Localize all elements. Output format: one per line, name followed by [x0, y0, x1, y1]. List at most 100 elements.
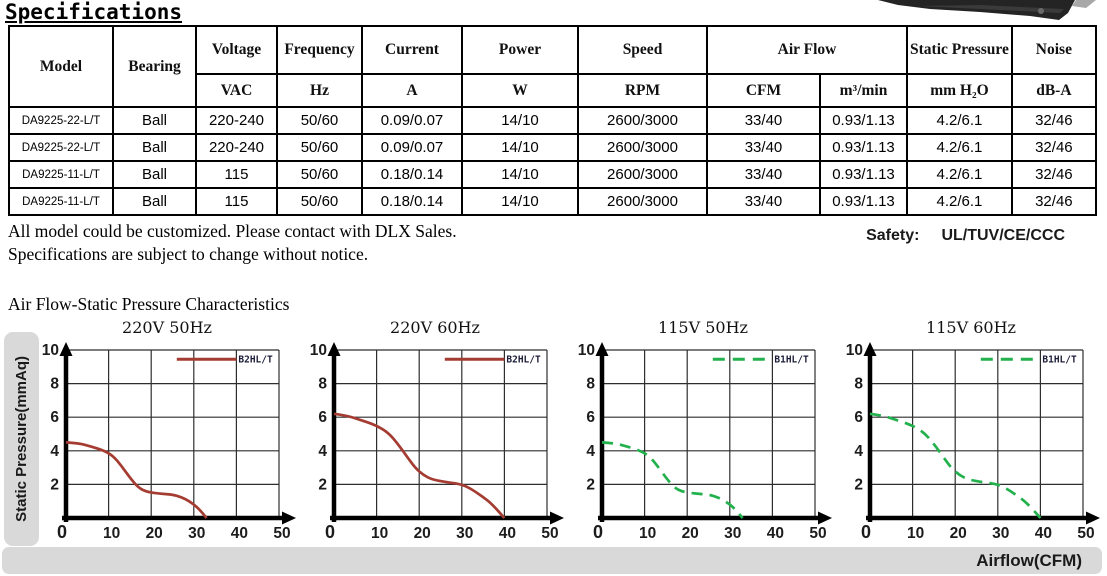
chart-220v-50hz: 220V 50Hz B2HL/T 0 10 20 30 40 50 2 4 6 8 10 [36, 318, 298, 542]
table-cell: 4.2/6.1 [906, 187, 1013, 216]
series-curve [333, 412, 506, 519]
legend-label: B1HL/T [774, 355, 809, 366]
table-cell: 33/40 [706, 160, 821, 189]
x-tick-label: 0 [861, 522, 871, 542]
table-cell: 14/10 [461, 187, 579, 216]
table-cell: 2600/3000 [577, 106, 708, 135]
table-cell: 4.2/6.1 [906, 160, 1013, 189]
table-cell: 0.18/0.14 [361, 187, 463, 216]
table-cell: 32/46 [1010, 187, 1097, 216]
legend-label: B2HL/T [238, 355, 273, 366]
x-tick-label: 50 [809, 525, 826, 542]
table-cell: 4.2/6.1 [906, 133, 1013, 162]
x-tick-label: 50 [541, 525, 558, 542]
col-header-frequency: Frequency [276, 25, 363, 75]
table-cell: 14/10 [461, 133, 579, 162]
table-row: DA9225-22-L/T Ball 220-240 50/60 0.09/0.07 14… [8, 133, 1097, 162]
y-tick-label: 8 [586, 376, 595, 393]
table-cell: 2600/3000 [577, 160, 708, 189]
col-header-power: Power [461, 25, 579, 75]
table-cell: 32/46 [1010, 133, 1097, 162]
table-cell: 220-240 [195, 106, 278, 135]
x-tick-label: 10 [371, 525, 388, 542]
table-cell: 0.93/1.13 [819, 106, 908, 135]
x-tick-label: 30 [724, 525, 741, 542]
y-tick-label: 6 [318, 409, 327, 426]
chart-plot: B2HL/T 0 10 20 30 40 50 2 4 6 8 10 [310, 342, 564, 542]
x-tick-label: 0 [593, 522, 603, 542]
unit-w: W [461, 73, 579, 108]
y-tick-label: 10 [42, 342, 59, 359]
y-axis-label-bar: Static Pressure(mmAq) [4, 332, 39, 546]
y-tick-label: 8 [854, 376, 863, 393]
y-tick-label: 2 [854, 476, 863, 493]
col-header-airflow: Air Flow [706, 25, 908, 75]
unit-dba: dB-A [1010, 73, 1097, 108]
specifications-table: Model Bearing Voltage Frequency Current … [8, 25, 1097, 216]
table-row: DA9225-11-L/T Ball 115 50/60 0.18/0.14 14/10 2… [8, 187, 1097, 216]
chart-title: 115V 60Hz [926, 318, 1016, 337]
unit-m3min: m³/min [819, 73, 908, 108]
y-tick-label: 6 [50, 409, 59, 426]
col-header-static-pressure: Static Pressure [906, 25, 1013, 75]
table-cell: 33/40 [706, 133, 821, 162]
note-subject-to-change: Specifications are subject to change wit… [8, 244, 369, 264]
x-axis-label: Airflow(CFM) [976, 550, 1082, 570]
table-cell: 0.09/0.07 [361, 106, 463, 135]
table-cell: Ball [112, 160, 197, 189]
y-tick-label: 4 [854, 443, 863, 460]
unit-vac: VAC [195, 73, 278, 108]
table-cell: 50/60 [276, 187, 363, 216]
x-axis-label-bar: Airflow(CFM) [2, 547, 1102, 574]
table-cell: 0.93/1.13 [819, 187, 908, 216]
table-cell: Ball [112, 187, 197, 216]
x-tick-label: 0 [325, 522, 335, 542]
x-tick-label: 10 [907, 525, 924, 542]
y-tick-label: 6 [854, 409, 863, 426]
chart-115v-60hz: 115V 60Hz B1HL/T 0 10 20 30 40 50 2 4 6 8 10 [840, 318, 1102, 542]
x-tick-label: 20 [414, 525, 431, 542]
x-tick-label: 40 [231, 525, 248, 542]
y-axis-label: Static Pressure(mmAq) [13, 356, 30, 522]
chart-220v-60hz: 220V 60Hz B2HL/T 0 10 20 30 40 50 2 4 6 8 10 [304, 318, 566, 542]
col-header-voltage: Voltage [195, 25, 278, 75]
table-cell: 0.18/0.14 [361, 160, 463, 189]
unit-cfm: CFM [706, 73, 821, 108]
x-tick-label: 0 [57, 522, 67, 542]
x-tick-label: 10 [639, 525, 656, 542]
table-cell: 32/46 [1010, 106, 1097, 135]
x-tick-label: 20 [682, 525, 699, 542]
table-cell: 33/40 [706, 187, 821, 216]
unit-rpm: RPM [577, 73, 708, 108]
unit-hz: Hz [276, 73, 363, 108]
y-tick-label: 8 [50, 376, 59, 393]
y-tick-label: 4 [50, 443, 59, 460]
table-cell: 115 [195, 187, 278, 216]
y-tick-label: 4 [586, 443, 595, 460]
safety-value: UL/TUV/CE/CCC [941, 227, 1065, 244]
unit-a: A [361, 73, 463, 108]
safety-certifications: Safety: UL/TUV/CE/CCC [866, 227, 1065, 245]
col-header-speed: Speed [577, 25, 708, 75]
y-tick-label: 4 [318, 443, 327, 460]
table-cell: 0.09/0.07 [361, 133, 463, 162]
y-tick-label: 2 [318, 476, 327, 493]
table-cell: DA9225-22-L/T [8, 106, 114, 135]
y-tick-label: 10 [846, 342, 863, 359]
col-header-bearing: Bearing [112, 25, 197, 108]
y-tick-label: 8 [318, 376, 327, 393]
chart-title: 220V 60Hz [390, 318, 480, 337]
table-cell: 50/60 [276, 133, 363, 162]
x-tick-label: 40 [767, 525, 784, 542]
table-cell: DA9225-11-L/T [8, 160, 114, 189]
table-cell: 50/60 [276, 160, 363, 189]
table-row: DA9225-11-L/T Ball 115 50/60 0.18/0.14 14/10 2… [8, 160, 1097, 189]
table-cell: Ball [112, 133, 197, 162]
note-customized: All model could be customized. Please co… [8, 221, 457, 241]
table-cell: 2600/3000 [577, 187, 708, 216]
x-tick-label: 20 [146, 525, 163, 542]
unit-mmh2o: mm H₂O [906, 73, 1013, 108]
col-header-noise: Noise [1010, 25, 1097, 75]
series-curve [65, 441, 208, 519]
chart-title: 220V 50Hz [122, 318, 212, 337]
